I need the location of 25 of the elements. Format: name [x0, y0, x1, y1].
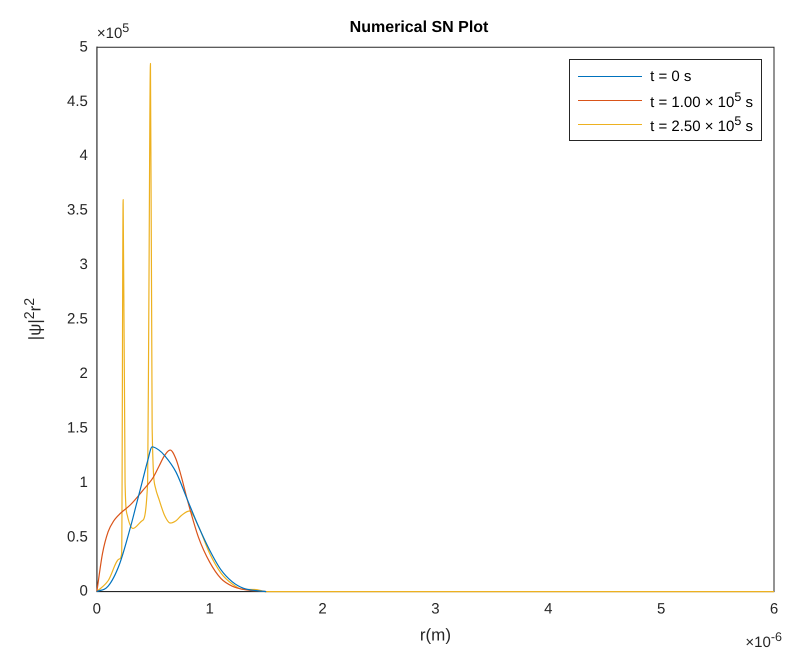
- y-tick-label: 4.5: [66, 92, 88, 110]
- x-tick-label: 5: [656, 600, 666, 618]
- x-axis-title: r(m): [420, 625, 452, 644]
- y-tick-label: 2.5: [66, 310, 88, 328]
- y-tick-label: 0.5: [66, 528, 88, 546]
- y-tick-label: 1: [80, 474, 88, 491]
- legend-label: t = 1.00 × 10$^{5}$ s: [650, 90, 753, 111]
- x-tick-label: 0: [92, 600, 102, 618]
- legend-label: t = 0 s: [650, 68, 692, 85]
- chart-title: Numerical SN Plot: [350, 19, 490, 36]
- y-tick-label: 3.5: [66, 202, 88, 219]
- text: ×10$^{-6}$: [745, 630, 782, 651]
- text: ×10$^{5}$: [96, 21, 130, 42]
- x-tick-label: 6: [770, 600, 778, 618]
- x-tick-label: 2: [318, 600, 327, 618]
- legend-label: t = 2.50 × 10$^{5}$ s: [650, 114, 753, 135]
- y-tick-label: 5: [80, 38, 88, 56]
- x-tick-label: 4: [544, 600, 552, 618]
- y-tick-label: 2: [80, 364, 88, 382]
- x-tick-label: 3: [431, 600, 440, 618]
- x-tick-label: 1: [206, 600, 214, 618]
- y-tick-label: 4: [80, 147, 88, 164]
- y-tick-label: 1.5: [66, 419, 88, 436]
- y-tick-label: 0: [80, 582, 88, 600]
- y-tick-label: 3: [80, 256, 88, 274]
